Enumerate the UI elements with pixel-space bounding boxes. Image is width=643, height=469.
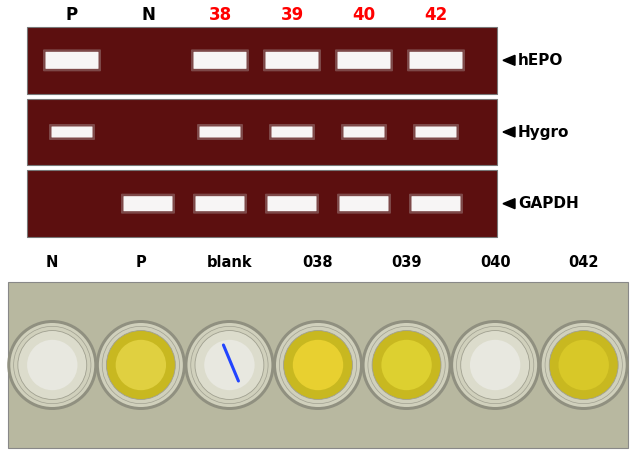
FancyBboxPatch shape bbox=[267, 196, 316, 211]
Text: 039: 039 bbox=[392, 255, 422, 270]
FancyBboxPatch shape bbox=[49, 124, 95, 140]
Polygon shape bbox=[503, 127, 515, 137]
FancyBboxPatch shape bbox=[412, 196, 460, 211]
FancyBboxPatch shape bbox=[410, 52, 462, 69]
FancyBboxPatch shape bbox=[263, 49, 321, 71]
FancyBboxPatch shape bbox=[340, 196, 388, 211]
Text: P: P bbox=[136, 255, 146, 270]
Circle shape bbox=[305, 352, 331, 378]
Circle shape bbox=[128, 352, 154, 378]
FancyBboxPatch shape bbox=[191, 49, 249, 71]
Circle shape bbox=[482, 352, 508, 378]
Circle shape bbox=[539, 320, 629, 410]
FancyBboxPatch shape bbox=[194, 52, 246, 69]
Text: 40: 40 bbox=[352, 6, 376, 24]
FancyBboxPatch shape bbox=[123, 196, 172, 211]
Circle shape bbox=[7, 320, 97, 410]
Text: 038: 038 bbox=[303, 255, 333, 270]
FancyBboxPatch shape bbox=[199, 127, 240, 137]
Circle shape bbox=[40, 352, 65, 378]
Text: 040: 040 bbox=[480, 255, 511, 270]
Circle shape bbox=[365, 323, 449, 407]
FancyBboxPatch shape bbox=[195, 196, 244, 211]
FancyBboxPatch shape bbox=[415, 127, 457, 137]
FancyBboxPatch shape bbox=[338, 52, 390, 69]
Circle shape bbox=[381, 340, 431, 390]
Text: 39: 39 bbox=[280, 6, 303, 24]
Circle shape bbox=[187, 323, 271, 407]
FancyBboxPatch shape bbox=[27, 98, 497, 166]
FancyBboxPatch shape bbox=[343, 127, 385, 137]
Text: blank: blank bbox=[206, 255, 252, 270]
FancyBboxPatch shape bbox=[413, 124, 459, 140]
Circle shape bbox=[549, 331, 618, 400]
FancyBboxPatch shape bbox=[27, 27, 497, 94]
Text: N: N bbox=[46, 255, 59, 270]
FancyBboxPatch shape bbox=[409, 194, 463, 214]
Circle shape bbox=[195, 331, 264, 400]
FancyBboxPatch shape bbox=[46, 52, 98, 69]
Circle shape bbox=[107, 331, 176, 400]
Text: 042: 042 bbox=[568, 255, 599, 270]
Text: Hygro: Hygro bbox=[518, 124, 569, 139]
FancyBboxPatch shape bbox=[407, 49, 465, 71]
Circle shape bbox=[10, 323, 95, 407]
FancyBboxPatch shape bbox=[265, 194, 319, 214]
Circle shape bbox=[185, 320, 275, 410]
Circle shape bbox=[450, 320, 540, 410]
Circle shape bbox=[361, 320, 451, 410]
Circle shape bbox=[284, 331, 352, 400]
Circle shape bbox=[96, 320, 186, 410]
Text: GAPDH: GAPDH bbox=[518, 196, 579, 211]
Text: 38: 38 bbox=[208, 6, 231, 24]
Circle shape bbox=[204, 340, 255, 390]
FancyBboxPatch shape bbox=[51, 127, 93, 137]
Text: hEPO: hEPO bbox=[518, 53, 563, 68]
Circle shape bbox=[99, 323, 183, 407]
Circle shape bbox=[276, 323, 360, 407]
Text: N: N bbox=[141, 6, 155, 24]
FancyBboxPatch shape bbox=[271, 127, 312, 137]
Polygon shape bbox=[503, 55, 515, 65]
Circle shape bbox=[453, 323, 537, 407]
FancyBboxPatch shape bbox=[197, 124, 243, 140]
Circle shape bbox=[217, 352, 242, 378]
FancyBboxPatch shape bbox=[269, 124, 315, 140]
FancyBboxPatch shape bbox=[337, 194, 391, 214]
FancyBboxPatch shape bbox=[8, 282, 628, 448]
FancyBboxPatch shape bbox=[266, 52, 318, 69]
FancyBboxPatch shape bbox=[341, 124, 387, 140]
Circle shape bbox=[541, 323, 626, 407]
Circle shape bbox=[18, 331, 87, 400]
FancyBboxPatch shape bbox=[121, 194, 175, 214]
Circle shape bbox=[559, 340, 609, 390]
FancyBboxPatch shape bbox=[43, 49, 101, 71]
Circle shape bbox=[372, 331, 441, 400]
Circle shape bbox=[27, 340, 78, 390]
Circle shape bbox=[273, 320, 363, 410]
Circle shape bbox=[394, 352, 419, 378]
FancyBboxPatch shape bbox=[193, 194, 247, 214]
Circle shape bbox=[470, 340, 520, 390]
Circle shape bbox=[116, 340, 166, 390]
Circle shape bbox=[571, 352, 596, 378]
FancyBboxPatch shape bbox=[335, 49, 393, 71]
FancyBboxPatch shape bbox=[27, 170, 497, 237]
Circle shape bbox=[460, 331, 530, 400]
Text: P: P bbox=[66, 6, 78, 24]
Circle shape bbox=[293, 340, 343, 390]
Text: 42: 42 bbox=[424, 6, 448, 24]
Polygon shape bbox=[503, 199, 515, 209]
